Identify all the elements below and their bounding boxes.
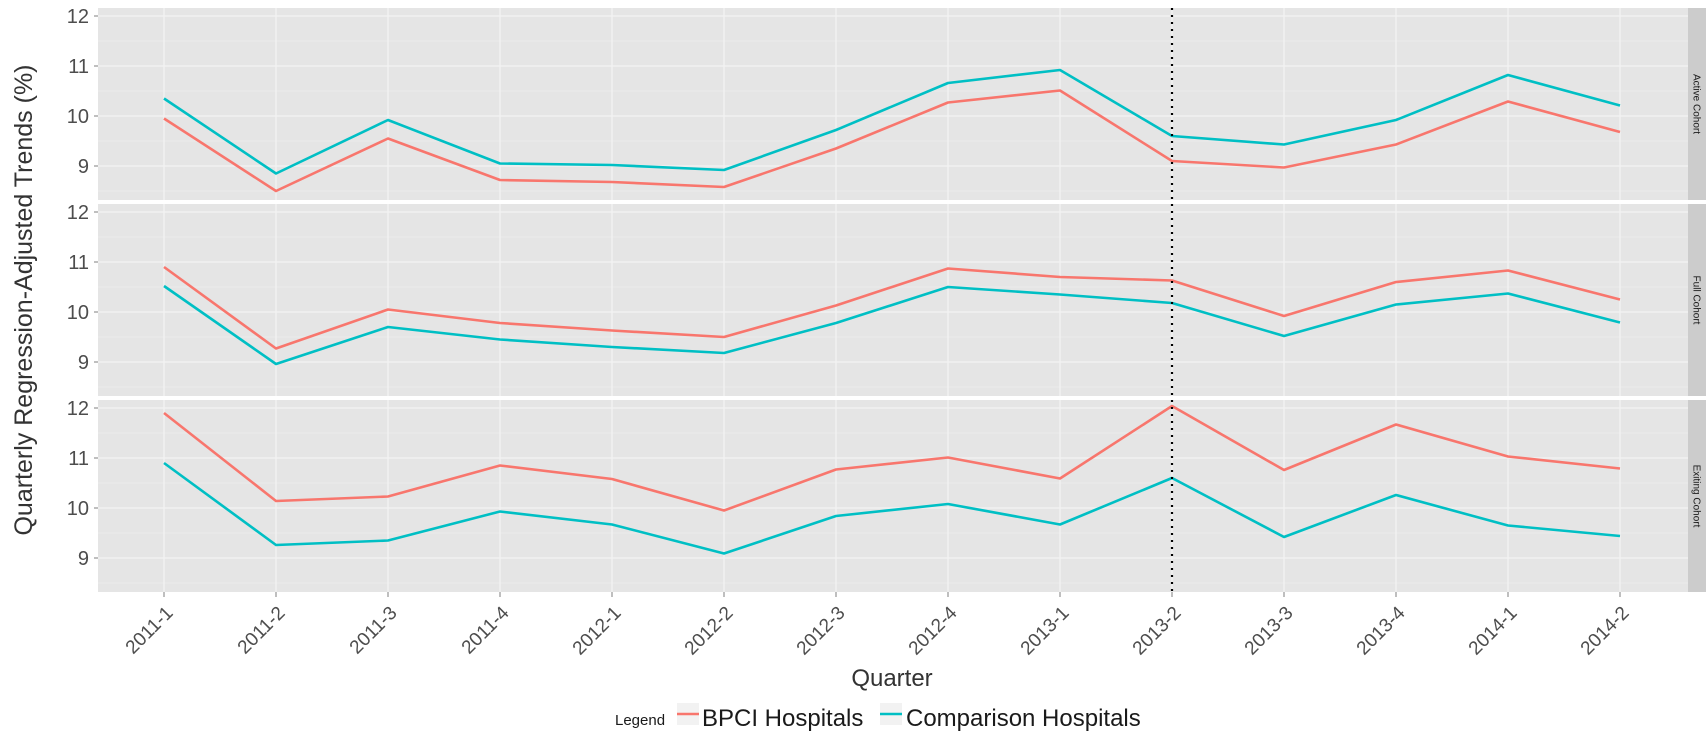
series-line-comparison [163, 284, 1621, 366]
facet-panel: 9 10 11 12 Full Cohort [67, 202, 1706, 396]
legend: Legend BPCI Hospitals Comparison Hospita… [615, 703, 1141, 732]
legend-label-bpci: BPCI Hospitals [702, 705, 863, 732]
x-tick-label: 2012-3 [793, 603, 850, 660]
x-tick-label: 2011-2 [234, 603, 290, 659]
facet-strip-label: Active Cohort [1691, 74, 1702, 134]
facet-strip [1688, 204, 1706, 396]
facet-panel: 9 10 11 12 Exiting Cohort [67, 398, 1706, 592]
series-line-comparison [163, 461, 1621, 555]
x-tick-label: 2013-4 [1353, 602, 1410, 659]
x-axis: 2011-1 2011-2 2011-3 2011-4 2012-1 2012-2 2012… [122, 592, 1634, 659]
y-tick-label: 11 [68, 56, 89, 78]
panel-background [98, 8, 1688, 200]
y-tick-label: 12 [67, 202, 89, 224]
x-tick-label: 2013-2 [1129, 603, 1186, 660]
x-tick-label: 2013-3 [1241, 603, 1298, 660]
x-tick-label: 2011-1 [122, 603, 178, 659]
legend-title: Legend [615, 712, 665, 729]
x-tick-label: 2011-4 [458, 602, 514, 658]
x-tick-label: 2014-1 [1465, 603, 1522, 660]
x-axis-title: Quarter [851, 665, 932, 692]
facet-panel: 9 10 11 12 Active Cohort [67, 6, 1706, 200]
panels: 9 10 11 12 Active Cohort 9 10 11 12 Full Cohort 9 1… [67, 6, 1706, 592]
y-tick-label: 11 [68, 252, 89, 274]
series-line-bpci [163, 265, 1621, 350]
facet-strip-label: Exiting Cohort [1691, 465, 1702, 528]
facet-strip [1688, 400, 1706, 592]
panel-background [98, 204, 1688, 396]
y-tick-label: 9 [78, 352, 89, 374]
x-tick-label: 2012-2 [681, 603, 738, 660]
y-tick-label: 9 [78, 156, 89, 178]
y-tick-label: 10 [67, 302, 89, 324]
facet-strip [1688, 8, 1706, 200]
y-tick-label: 12 [67, 6, 89, 28]
x-tick-label: 2013-1 [1017, 603, 1074, 660]
y-axis-title: Quarterly Regression-Adjusted Trends (%) [10, 64, 38, 535]
series-line-bpci [163, 404, 1621, 512]
y-tick-label: 9 [78, 548, 89, 570]
x-tick-label: 2012-1 [569, 603, 626, 660]
x-tick-label: 2012-4 [905, 602, 962, 659]
x-tick-label: 2011-3 [346, 603, 402, 659]
y-tick-label: 12 [67, 398, 89, 420]
series-line-comparison [163, 68, 1621, 175]
y-tick-label: 11 [68, 448, 89, 470]
legend-label-comparison: Comparison Hospitals [906, 705, 1141, 732]
y-tick-label: 10 [67, 106, 89, 128]
series-line-bpci [163, 89, 1621, 193]
facet-strip-label: Full Cohort [1691, 276, 1702, 325]
y-tick-label: 10 [67, 498, 89, 520]
x-tick-label: 2014-2 [1577, 603, 1634, 660]
panel-background [98, 400, 1688, 592]
